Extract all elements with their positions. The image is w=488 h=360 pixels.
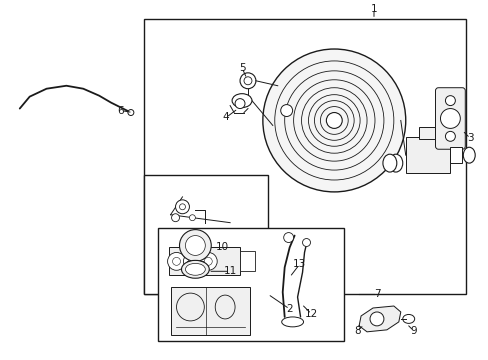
Circle shape — [263, 49, 405, 192]
Bar — [405, 137, 449, 173]
Text: 12: 12 — [304, 309, 318, 319]
Circle shape — [179, 204, 185, 210]
Circle shape — [179, 230, 211, 261]
Bar — [170, 287, 249, 335]
Bar — [187, 261, 203, 269]
Circle shape — [325, 113, 342, 129]
Text: 13: 13 — [292, 259, 305, 269]
Circle shape — [280, 105, 292, 117]
Circle shape — [440, 109, 459, 129]
Circle shape — [240, 73, 255, 89]
Bar — [240, 251, 254, 271]
Ellipse shape — [388, 154, 402, 172]
Circle shape — [183, 252, 201, 270]
Circle shape — [167, 252, 185, 270]
Bar — [449, 147, 461, 163]
Text: 2: 2 — [286, 304, 292, 314]
Circle shape — [445, 96, 454, 105]
Circle shape — [204, 257, 212, 265]
Circle shape — [283, 233, 293, 243]
Circle shape — [302, 239, 310, 247]
Polygon shape — [143, 19, 466, 294]
Circle shape — [199, 252, 217, 270]
Circle shape — [128, 109, 134, 116]
Text: 3: 3 — [466, 133, 472, 143]
Circle shape — [369, 312, 383, 326]
Text: 11: 11 — [223, 266, 236, 276]
Ellipse shape — [181, 260, 209, 278]
Polygon shape — [143, 175, 267, 294]
Text: 8: 8 — [353, 326, 360, 336]
Ellipse shape — [402, 314, 414, 323]
Ellipse shape — [281, 317, 303, 327]
Circle shape — [235, 99, 244, 109]
Text: 1: 1 — [370, 4, 377, 14]
Circle shape — [445, 131, 454, 141]
Circle shape — [189, 215, 195, 221]
Polygon shape — [157, 228, 344, 341]
Text: 9: 9 — [409, 326, 416, 336]
FancyBboxPatch shape — [435, 88, 464, 149]
Ellipse shape — [185, 264, 205, 275]
Text: 5: 5 — [238, 63, 245, 73]
Circle shape — [172, 257, 180, 265]
Text: 10: 10 — [215, 243, 228, 252]
Ellipse shape — [462, 147, 474, 163]
Ellipse shape — [382, 154, 396, 172]
Bar — [418, 127, 434, 139]
Circle shape — [244, 77, 251, 85]
Ellipse shape — [215, 295, 235, 319]
Circle shape — [185, 235, 205, 255]
Polygon shape — [358, 306, 400, 332]
Circle shape — [175, 200, 189, 214]
Text: 6: 6 — [118, 105, 124, 116]
Circle shape — [176, 293, 204, 321]
Circle shape — [171, 214, 179, 222]
Text: 4: 4 — [223, 112, 229, 122]
Circle shape — [188, 257, 196, 265]
Bar — [168, 247, 240, 275]
Text: 7: 7 — [373, 289, 380, 299]
Ellipse shape — [232, 94, 251, 108]
